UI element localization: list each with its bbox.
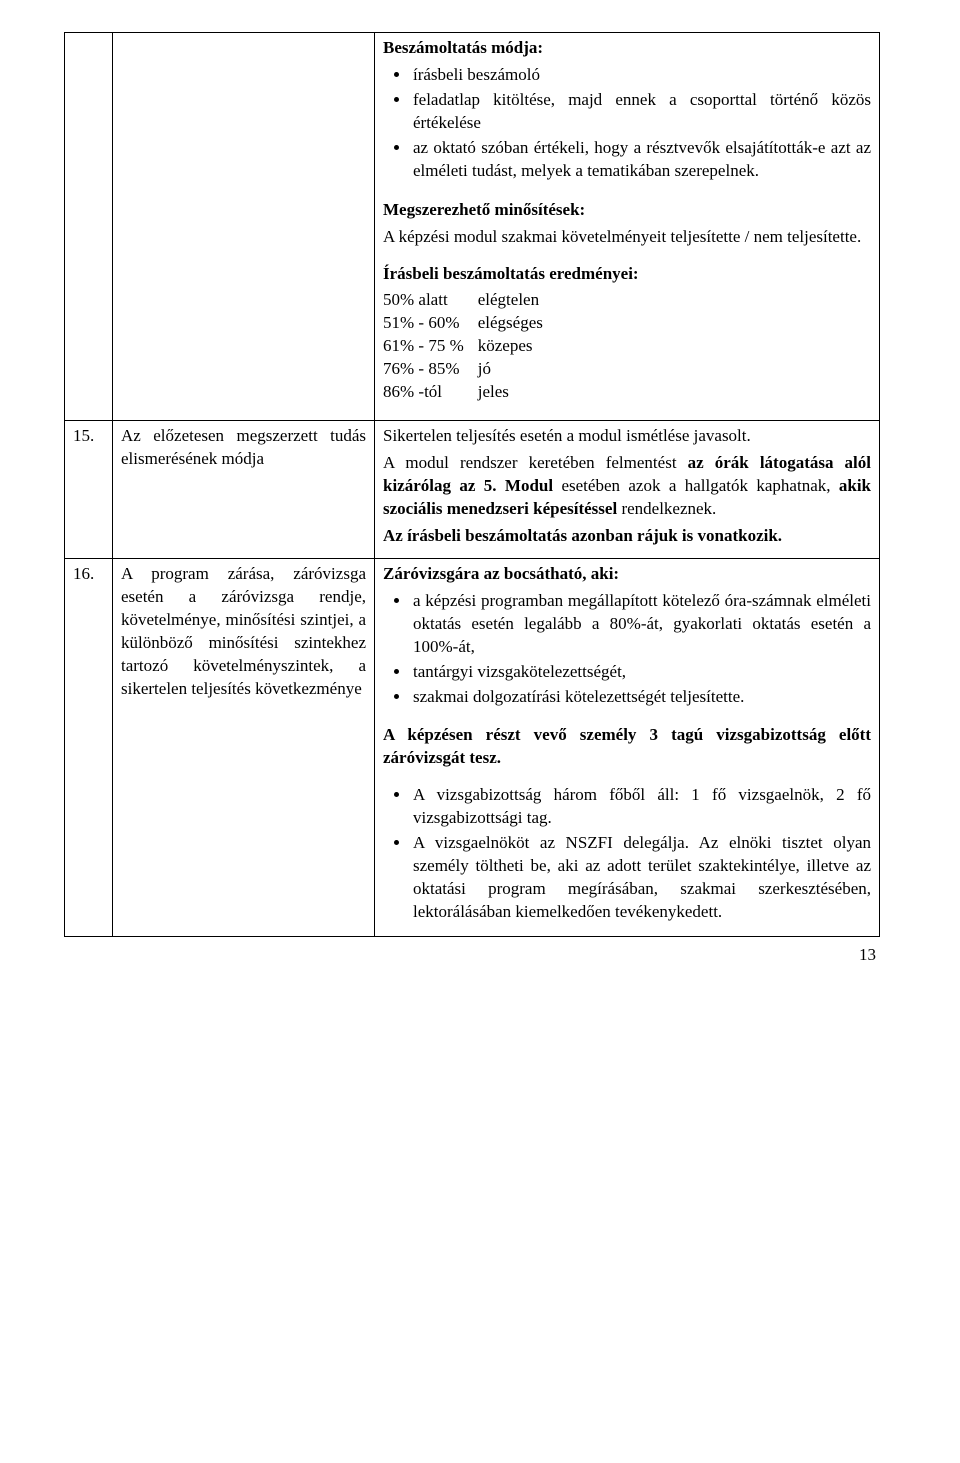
list-item: az oktató szóban értékeli, hogy a résztv… (411, 137, 871, 183)
body-text: Az írásbeli beszámoltatás azonban rájuk … (383, 525, 871, 548)
list-item: feladatlap kitöltése, majd ennek a csopo… (411, 89, 871, 135)
list-item: szakmai dolgozatírási kötelezettségét te… (411, 686, 871, 709)
grading-row: 51% - 60% elégséges (383, 312, 557, 335)
body-text: A modul rendszer keretében felmentést az… (383, 452, 871, 521)
grading-table: 50% alatt elégtelen 51% - 60% elégséges … (383, 289, 557, 404)
grade-range: 50% alatt (383, 289, 478, 312)
row-content-cell: Záróvizsgára az bocsátható, aki: a képzé… (375, 558, 880, 936)
table-row: 16. A program zárása, záróvizsga esetén … (65, 558, 880, 936)
row-number-cell: 16. (65, 558, 113, 936)
bullet-list: A vizsgabizottság három főből áll: 1 fő … (383, 784, 871, 924)
grade-label: elégtelen (478, 289, 557, 312)
grade-range: 86% -tól (383, 381, 478, 404)
body-text: A képzésen részt vevő személy 3 tagú viz… (383, 724, 871, 770)
grade-range: 76% - 85% (383, 358, 478, 381)
row-number-cell (65, 33, 113, 421)
row-label-cell (113, 33, 375, 421)
list-item: A vizsgaelnököt az NSZFI delegálja. Az e… (411, 832, 871, 924)
grading-row: 61% - 75 % közepes (383, 335, 557, 358)
row-content-cell: Sikertelen teljesítés esetén a modul ism… (375, 421, 880, 559)
bullet-list: írásbeli beszámoló feladatlap kitöltése,… (383, 64, 871, 183)
grading-row: 50% alatt elégtelen (383, 289, 557, 312)
grade-label: jó (478, 358, 557, 381)
page: Beszámoltatás módja: írásbeli beszámoló … (0, 0, 960, 997)
list-item: írásbeli beszámoló (411, 64, 871, 87)
section-heading: Beszámoltatás módja: (383, 37, 871, 60)
body-text: Sikertelen teljesítés esetén a modul ism… (383, 425, 871, 448)
grading-row: 86% -tól jeles (383, 381, 557, 404)
row-label-cell: Az előzetesen megszerzett tudás elismeré… (113, 421, 375, 559)
curriculum-table: Beszámoltatás módja: írásbeli beszámoló … (64, 32, 880, 937)
text-fragment: A modul rendszer keretében felmentést (383, 453, 688, 472)
table-row: 15. Az előzetesen megszerzett tudás elis… (65, 421, 880, 559)
grade-label: közepes (478, 335, 557, 358)
section-heading: Írásbeli beszámoltatás eredményei: (383, 263, 871, 286)
list-item: A vizsgabizottság három főből áll: 1 fő … (411, 784, 871, 830)
grading-row: 76% - 85% jó (383, 358, 557, 381)
section-heading: Záróvizsgára az bocsátható, aki: (383, 563, 871, 586)
grade-range: 51% - 60% (383, 312, 478, 335)
page-number: 13 (64, 945, 880, 965)
text-fragment: esetében azok a hallgatók kaphatnak, (553, 476, 839, 495)
row-number-cell: 15. (65, 421, 113, 559)
row-content-cell: Beszámoltatás módja: írásbeli beszámoló … (375, 33, 880, 421)
grade-label: elégséges (478, 312, 557, 335)
grade-range: 61% - 75 % (383, 335, 478, 358)
grade-label: jeles (478, 381, 557, 404)
section-heading: Megszerezhető minősítések: (383, 199, 871, 222)
row-label-cell: A program zárása, záróvizsga esetén a zá… (113, 558, 375, 936)
body-text: A képzési modul szakmai követelményeit t… (383, 226, 871, 249)
bullet-list: a képzési programban megállapított kötel… (383, 590, 871, 709)
table-row: Beszámoltatás módja: írásbeli beszámoló … (65, 33, 880, 421)
list-item: a képzési programban megállapított kötel… (411, 590, 871, 659)
list-item: tantárgyi vizsgakötelezettségét, (411, 661, 871, 684)
text-fragment: rendelkeznek. (617, 499, 716, 518)
